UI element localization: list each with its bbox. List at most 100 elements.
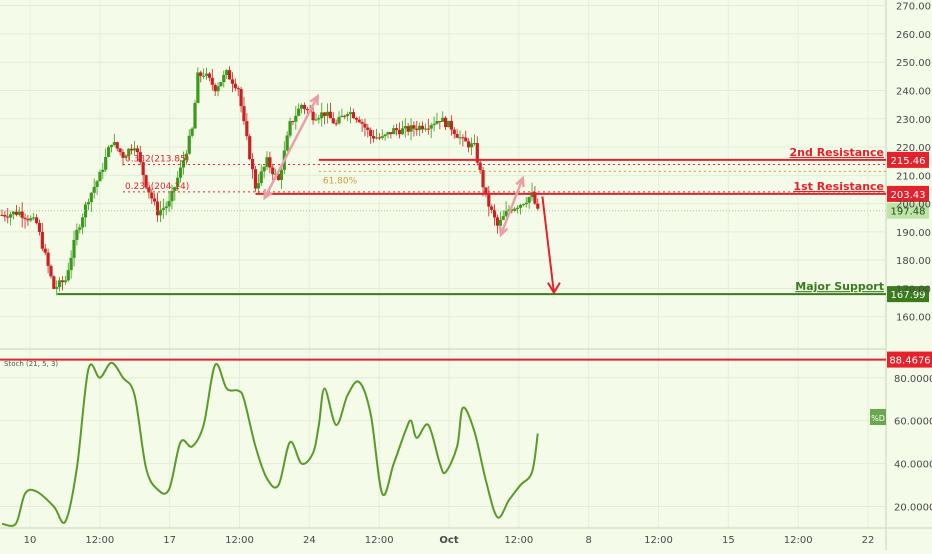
candle-body xyxy=(230,79,235,84)
candle-body xyxy=(239,88,243,107)
candle-body xyxy=(311,111,315,121)
candle-body xyxy=(225,70,229,76)
candle-body xyxy=(29,218,33,221)
candle-body xyxy=(438,121,442,123)
candle-body xyxy=(262,166,266,172)
candle-body xyxy=(276,173,281,181)
channel-arrow-right-head xyxy=(515,175,525,188)
candle-body xyxy=(418,125,422,131)
time-tick-label: 24 xyxy=(303,535,316,546)
time-tick-label: Oct xyxy=(439,535,458,546)
candle-body xyxy=(14,211,19,215)
candle-body xyxy=(164,206,168,209)
candle-body xyxy=(40,231,44,249)
candle-body xyxy=(380,136,384,138)
candle-body xyxy=(279,169,284,181)
candle-body xyxy=(386,132,390,135)
candle-body xyxy=(320,112,324,119)
candle-body xyxy=(138,152,142,163)
candle-body xyxy=(104,157,108,170)
candle-body xyxy=(193,102,197,129)
candle-body xyxy=(449,120,453,130)
candle-body xyxy=(265,157,269,167)
candle-body xyxy=(412,125,416,129)
candle-body xyxy=(371,136,376,139)
candle-body xyxy=(173,187,177,191)
stoch-d-badge-text: %D xyxy=(871,414,885,423)
candle-body xyxy=(392,128,396,135)
candle-body xyxy=(55,287,59,289)
time-tick-label: 12:00 xyxy=(644,535,673,546)
candle-body xyxy=(432,123,436,126)
time-tick-label: 15 xyxy=(722,535,735,546)
price-tick-label: 220.00 xyxy=(896,143,931,154)
candle-body xyxy=(130,148,134,151)
time-tick-label: 12:00 xyxy=(784,535,813,546)
osc-tick-label: 60.0000 xyxy=(894,417,932,428)
candle-body xyxy=(513,208,517,211)
candle-body xyxy=(383,134,387,137)
price-tick-label: 230.00 xyxy=(896,115,931,126)
fib-level-label: 0.236(204.14) xyxy=(125,182,189,192)
candle-body xyxy=(343,115,347,117)
candle-body xyxy=(406,126,410,132)
candle-body xyxy=(72,239,76,258)
candle-body xyxy=(121,152,125,158)
candle-body xyxy=(299,104,304,109)
candle-body xyxy=(441,117,445,122)
candle-body xyxy=(389,132,393,135)
candle-body xyxy=(268,157,272,168)
candle-body xyxy=(219,82,223,87)
candle-body xyxy=(524,202,528,205)
stoch-d-badge xyxy=(870,409,886,425)
candle-body xyxy=(409,125,413,132)
candle-body xyxy=(501,216,505,220)
candle-body xyxy=(458,137,462,139)
current-price-tag xyxy=(887,202,929,219)
candle-body xyxy=(363,123,367,128)
candle-body xyxy=(259,171,263,184)
time-tick-label: 10 xyxy=(24,535,37,546)
candle-body xyxy=(369,130,373,137)
time-tick-label: 12:00 xyxy=(85,535,114,546)
fib-level-label: 61.80% xyxy=(323,176,358,186)
candle-body xyxy=(492,209,497,218)
current-price-tag-text: 197.48 xyxy=(891,207,926,218)
candle-body xyxy=(37,223,42,232)
level-price-tag-text: 203.43 xyxy=(891,190,926,201)
candle-body xyxy=(23,217,27,220)
candle-body xyxy=(536,203,540,209)
candle-body xyxy=(397,130,402,135)
candle-body xyxy=(510,209,514,211)
candle-body xyxy=(161,208,165,210)
candle-body xyxy=(253,169,258,189)
candle-body xyxy=(9,214,13,218)
candle-body xyxy=(297,108,301,116)
channel-arrow-right xyxy=(499,177,524,236)
candle-body xyxy=(210,77,214,85)
candle-body xyxy=(233,83,237,89)
price-tick-label: 260.00 xyxy=(896,30,931,41)
fib-level-label: 0.382(213.85) xyxy=(125,154,189,164)
candle-body xyxy=(11,211,16,215)
candle-body xyxy=(305,109,309,111)
channel-arrow-left-head xyxy=(309,93,320,106)
candle-body xyxy=(124,155,128,158)
candle-body xyxy=(58,280,62,288)
candle-body xyxy=(213,84,217,92)
price-tick-label: 190.00 xyxy=(896,228,931,239)
candle-body xyxy=(469,143,474,148)
candle-body xyxy=(98,171,102,182)
candle-body xyxy=(498,219,502,226)
candle-body xyxy=(181,160,186,168)
candle-body xyxy=(135,148,139,153)
candle-body xyxy=(170,190,174,202)
stoch-level-tag xyxy=(887,351,932,368)
candle-body xyxy=(351,112,356,119)
candle-body xyxy=(317,118,321,120)
price-tick-label: 180.00 xyxy=(896,256,931,267)
projection-arrow xyxy=(541,196,555,293)
time-tick-label: 12:00 xyxy=(225,535,254,546)
candle-body xyxy=(75,229,79,240)
price-tick-label: 240.00 xyxy=(896,86,931,97)
